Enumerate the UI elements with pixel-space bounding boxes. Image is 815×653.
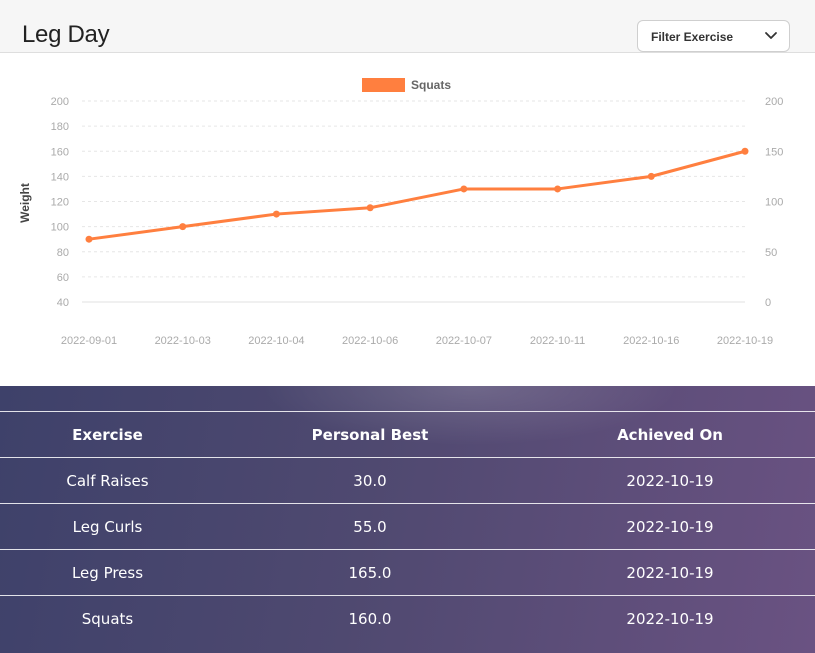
y-tick-label: 40 xyxy=(57,297,69,309)
page-title: Leg Day xyxy=(22,21,110,48)
y-tick-label: 180 xyxy=(51,121,69,133)
x-tick-label: 2022-09-01 xyxy=(61,335,117,347)
data-point xyxy=(741,147,749,155)
squats-line-chart: 40 60 80 100 120 140 160 180 200 0 50 100 150 200 2022… xyxy=(18,78,783,347)
table-row: Leg Press 165.0 2022-10-19 xyxy=(0,549,815,596)
x-tick-label: 2022-10-19 xyxy=(717,335,773,347)
cell-personal-best: 160.0 xyxy=(215,595,525,641)
y-tick-label: 60 xyxy=(57,272,69,284)
x-tick-label: 2022-10-06 xyxy=(342,335,398,347)
cell-exercise: Calf Raises xyxy=(0,457,215,504)
column-header-exercise: Exercise xyxy=(0,411,215,458)
x-tick-label: 2022-10-07 xyxy=(436,335,492,347)
filter-exercise-label: Filter Exercise xyxy=(651,30,734,44)
cell-personal-best: 55.0 xyxy=(215,503,525,550)
cell-achieved-on: 2022-10-19 xyxy=(525,457,815,504)
cell-personal-best: 165.0 xyxy=(215,549,525,596)
chevron-down-icon xyxy=(765,32,777,39)
x-tick-label: 2022-10-04 xyxy=(248,335,304,347)
series-line-squats xyxy=(87,149,747,241)
cell-exercise: Squats xyxy=(0,595,215,641)
data-point xyxy=(272,210,280,218)
cell-exercise: Leg Press xyxy=(0,549,215,596)
cell-achieved-on: 2022-10-19 xyxy=(525,595,815,641)
data-point xyxy=(647,172,655,180)
legend-label-squats: Squats xyxy=(411,78,451,92)
table-row: Calf Raises 30.0 2022-10-19 xyxy=(0,457,815,504)
cell-achieved-on: 2022-10-19 xyxy=(525,549,815,596)
x-tick-label: 2022-10-11 xyxy=(530,335,585,347)
y-tick-label: 100 xyxy=(51,222,69,234)
y-axis-label: Weight xyxy=(18,183,32,223)
y2-tick-label: 200 xyxy=(765,96,783,108)
y-tick-label: 120 xyxy=(51,197,69,209)
data-point xyxy=(366,204,374,212)
table-row: Squats 160.0 2022-10-19 xyxy=(0,595,815,641)
personal-best-table: Exercise Personal Best Achieved On Calf … xyxy=(0,411,815,641)
y-tick-label: 200 xyxy=(51,96,69,108)
y2-tick-label: 50 xyxy=(765,247,777,259)
cell-achieved-on: 2022-10-19 xyxy=(525,503,815,550)
y2-tick-label: 0 xyxy=(765,297,771,309)
y-tick-label: 160 xyxy=(51,146,69,158)
data-point xyxy=(85,235,93,243)
data-point xyxy=(179,223,187,231)
y-tick-label: 140 xyxy=(51,171,69,183)
data-point xyxy=(554,185,562,193)
column-header-achieved-on: Achieved On xyxy=(525,411,815,458)
data-point xyxy=(460,185,468,193)
legend-swatch-squats xyxy=(362,78,405,92)
y2-tick-label: 100 xyxy=(765,197,783,209)
y2-tick-label: 150 xyxy=(765,146,783,158)
column-header-personal-best: Personal Best xyxy=(215,411,525,458)
page-header: Leg Day Filter Exercise xyxy=(0,0,815,53)
chart-area: 40 60 80 100 120 140 160 180 200 0 50 100 150 200 2022… xyxy=(0,53,815,386)
table-row: Leg Curls 55.0 2022-10-19 xyxy=(0,503,815,550)
cell-personal-best: 30.0 xyxy=(215,457,525,504)
y-tick-label: 80 xyxy=(57,247,69,259)
personal-best-panel: Exercise Personal Best Achieved On Calf … xyxy=(0,386,815,653)
table-header-row: Exercise Personal Best Achieved On xyxy=(0,411,815,458)
cell-exercise: Leg Curls xyxy=(0,503,215,550)
x-tick-label: 2022-10-16 xyxy=(623,335,679,347)
filter-exercise-dropdown[interactable]: Filter Exercise xyxy=(637,20,790,52)
x-tick-label: 2022-10-03 xyxy=(155,335,211,347)
